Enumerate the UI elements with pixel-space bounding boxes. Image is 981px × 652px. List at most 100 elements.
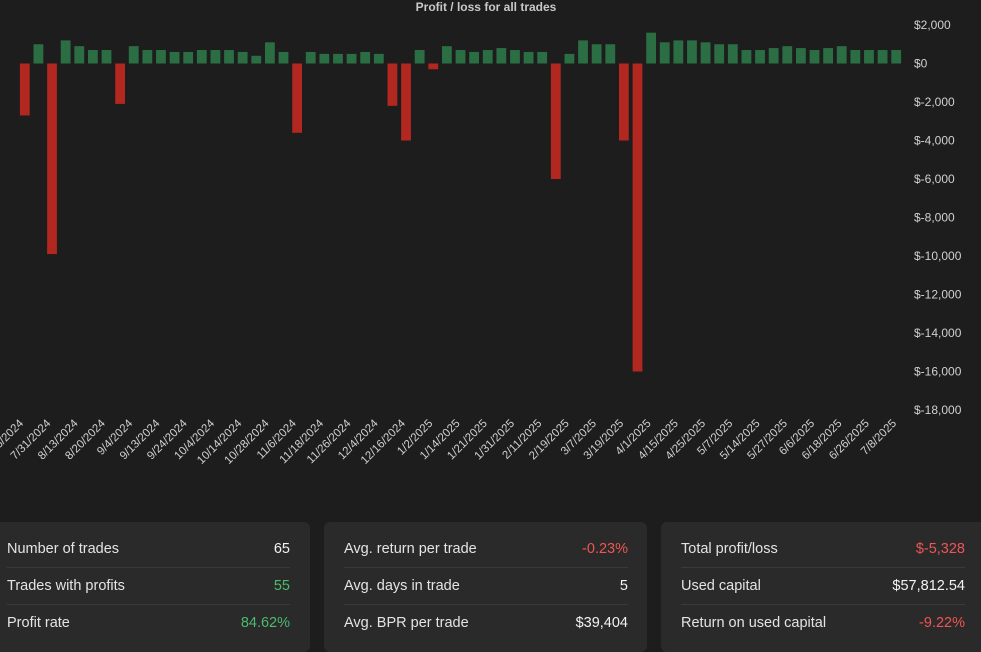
stat-row-avg-return: Avg. return per trade -0.23% xyxy=(344,530,628,568)
bar[interactable] xyxy=(850,50,861,64)
bar[interactable] xyxy=(673,40,684,64)
bar[interactable] xyxy=(196,50,207,64)
bar[interactable] xyxy=(387,63,398,106)
bar[interactable] xyxy=(537,51,548,64)
bar[interactable] xyxy=(823,48,834,64)
bar[interactable] xyxy=(101,50,112,64)
profit-loss-chart: Profit / loss for all trades $2,000 $0 $-2… xyxy=(0,0,962,467)
bar[interactable] xyxy=(482,50,493,64)
y-tick-label: $-12,000 xyxy=(914,288,962,302)
stat-row-number-of-trades: Number of trades 65 xyxy=(7,530,290,568)
bar[interactable] xyxy=(169,51,180,64)
bar[interactable] xyxy=(333,53,343,64)
bar[interactable] xyxy=(47,63,57,255)
stat-value: $39,404 xyxy=(575,614,628,631)
y-axis-ticks: $2,000 $0 $-2,000 $-4,000 $-6,000 $-8,000 $-10… xyxy=(914,18,962,417)
bar[interactable] xyxy=(469,51,480,64)
stats-section: Number of trades 65 Trades with profits … xyxy=(0,522,981,652)
bar[interactable] xyxy=(455,50,466,64)
bar[interactable] xyxy=(782,46,793,64)
bar[interactable] xyxy=(891,50,902,64)
bar[interactable] xyxy=(428,63,439,70)
bar[interactable] xyxy=(809,50,820,64)
bar[interactable] xyxy=(360,51,371,64)
bar[interactable] xyxy=(210,50,221,64)
bar[interactable] xyxy=(401,63,411,141)
bar[interactable] xyxy=(224,50,234,64)
bar[interactable] xyxy=(727,44,738,64)
stat-label: Profit rate xyxy=(7,614,70,631)
stat-label: Used capital xyxy=(681,577,761,594)
bar[interactable] xyxy=(877,50,888,64)
bar[interactable] xyxy=(714,44,725,64)
stat-label: Avg. return per trade xyxy=(344,540,477,557)
y-tick-label: $2,000 xyxy=(914,18,951,32)
bar[interactable] xyxy=(264,42,275,64)
stat-value: -0.23% xyxy=(582,540,628,557)
bars-group xyxy=(19,32,902,372)
bar[interactable] xyxy=(578,40,588,64)
bar[interactable] xyxy=(768,48,779,64)
bar[interactable] xyxy=(864,50,874,64)
x-axis-ticks: 7/26/20247/31/20248/13/20248/20/20249/4/… xyxy=(0,417,899,467)
stat-label: Avg. BPR per trade xyxy=(344,614,469,631)
bar[interactable] xyxy=(237,51,248,64)
bar[interactable] xyxy=(441,46,452,64)
bar[interactable] xyxy=(741,50,752,64)
y-tick-label: $-16,000 xyxy=(914,365,962,379)
bar[interactable] xyxy=(156,50,166,64)
bar[interactable] xyxy=(632,63,643,372)
bar[interactable] xyxy=(550,63,561,180)
bar[interactable] xyxy=(496,48,507,64)
bar[interactable] xyxy=(278,51,289,64)
bar[interactable] xyxy=(305,51,316,64)
stat-value: $-5,328 xyxy=(915,540,965,557)
bar[interactable] xyxy=(510,50,520,64)
stat-row-total-profit-loss: Total profit/loss $-5,328 xyxy=(681,530,965,568)
stat-value: 65 xyxy=(273,540,290,557)
bar[interactable] xyxy=(414,50,425,64)
stat-row-avg-days: Avg. days in trade 5 xyxy=(344,567,628,605)
bar[interactable] xyxy=(687,40,697,64)
stat-row-avg-bpr: Avg. BPR per trade $39,404 xyxy=(344,604,628,641)
bar[interactable] xyxy=(33,44,44,64)
bar[interactable] xyxy=(183,51,194,64)
stat-value: 5 xyxy=(619,577,628,594)
bar[interactable] xyxy=(60,40,71,64)
bar[interactable] xyxy=(605,44,616,64)
y-tick-label: $-4,000 xyxy=(914,134,955,148)
bar[interactable] xyxy=(795,48,806,64)
bar[interactable] xyxy=(292,63,303,133)
trades-summary-card: Number of trades 65 Trades with profits … xyxy=(0,522,310,652)
bar[interactable] xyxy=(373,53,384,64)
bar[interactable] xyxy=(251,55,262,64)
y-tick-label: $-10,000 xyxy=(914,249,962,263)
bar[interactable] xyxy=(19,63,30,116)
bar[interactable] xyxy=(836,46,847,64)
stat-value: -9.22% xyxy=(919,614,965,631)
bar[interactable] xyxy=(142,50,153,64)
bar[interactable] xyxy=(74,46,85,64)
bar[interactable] xyxy=(646,32,657,64)
bar[interactable] xyxy=(564,53,575,64)
stat-value: $57,812.54 xyxy=(892,577,965,594)
y-tick-label: $0 xyxy=(914,57,928,71)
bar[interactable] xyxy=(755,50,765,64)
bar[interactable] xyxy=(591,44,602,64)
stat-row-profit-rate: Profit rate 84.62% xyxy=(7,604,290,641)
stat-row-used-capital: Used capital $57,812.54 xyxy=(681,567,965,605)
bar[interactable] xyxy=(659,42,670,64)
stat-label: Return on used capital xyxy=(681,614,827,631)
stat-row-trades-with-profits: Trades with profits 55 xyxy=(7,567,290,605)
bar[interactable] xyxy=(87,50,98,64)
bar[interactable] xyxy=(618,63,629,141)
bar[interactable] xyxy=(346,53,357,64)
bar[interactable] xyxy=(523,51,534,64)
stat-label: Total profit/loss xyxy=(681,540,778,557)
bar[interactable] xyxy=(319,53,330,64)
returns-summary-card: Avg. return per trade -0.23% Avg. days i… xyxy=(324,522,647,652)
bar[interactable] xyxy=(128,46,139,64)
stat-label: Number of trades xyxy=(7,540,120,557)
bar[interactable] xyxy=(115,63,126,104)
bar[interactable] xyxy=(700,42,711,64)
